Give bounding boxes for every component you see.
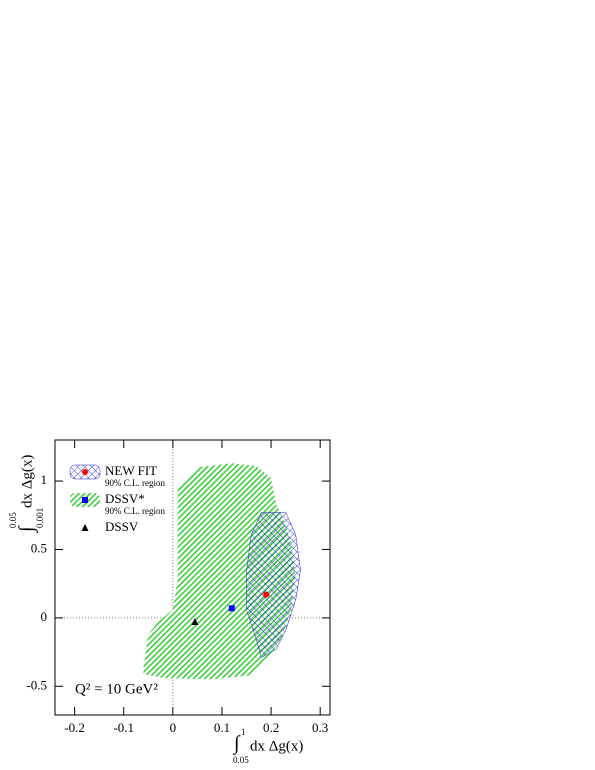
x-tick-label: -0.1 (113, 720, 134, 735)
legend-label: DSSV (105, 519, 139, 534)
x-tick-label: 0.2 (263, 720, 279, 735)
legend-label: DSSV* (105, 491, 145, 506)
y-tick-label: -0.5 (26, 677, 47, 692)
x-label-text: dx Δg(x) (250, 738, 303, 754)
y-label-integral: ∫ (16, 525, 39, 534)
legend-sublabel: 90% C.L. region (105, 478, 165, 488)
y-tick-label: 0.5 (31, 540, 47, 555)
x-label: ∫ 1 0.05 dx Δg(x) (232, 727, 303, 765)
frame (54, 439, 331, 716)
y-label-upper: 0.05 (8, 512, 18, 528)
x-tick-label: 0.1 (214, 720, 230, 735)
cl-region (246, 512, 301, 658)
y-label: ∫ 0.05 0.001 dx Δg(x) (8, 455, 45, 534)
x-tick-label: 0 (170, 720, 177, 735)
annotation: Q² = 10 GeV² (75, 681, 158, 697)
point (191, 617, 199, 625)
plot-layer (55, 440, 330, 715)
legend-marker (82, 497, 88, 503)
x-tick-label: 0.3 (312, 720, 328, 735)
x-tick-label: -0.2 (64, 720, 85, 735)
legend-label: NEW FIT (105, 463, 157, 478)
legend-marker (82, 469, 88, 475)
point (263, 591, 270, 598)
x-label-lower: 0.05 (233, 755, 249, 765)
y-tick-label: 1 (41, 472, 48, 487)
x-label-upper: 1 (241, 727, 246, 737)
x-label-integral: ∫ (232, 733, 241, 756)
point (228, 605, 235, 612)
y-tick-label: 0 (41, 609, 48, 624)
y-label-text: dx Δg(x) (19, 455, 35, 508)
legend-marker (81, 524, 89, 531)
legend-sublabel: 90% C.L. region (105, 506, 165, 516)
y-label-lower: 0.001 (35, 508, 45, 528)
